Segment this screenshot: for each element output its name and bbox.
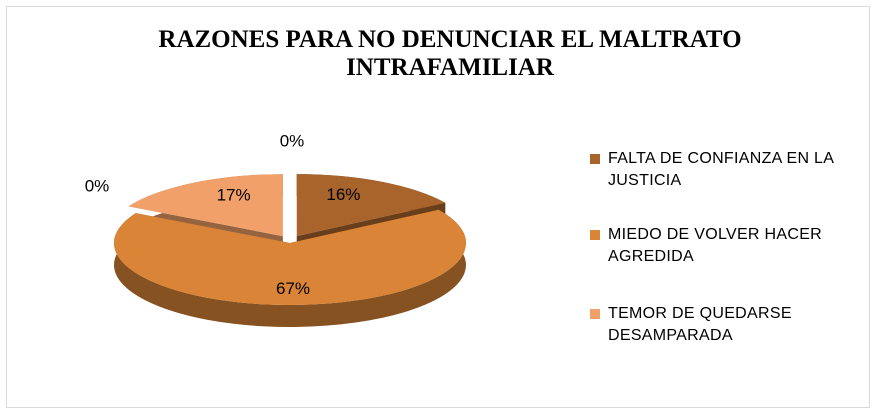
data-label: 16%	[326, 185, 360, 204]
legend-swatch	[590, 309, 600, 319]
legend-swatch	[590, 154, 600, 164]
legend-label: TEMOR DE QUEDARSE DESAMPARADA	[608, 305, 792, 344]
chart-frame	[6, 6, 870, 408]
slice-tops	[114, 174, 467, 305]
legend-label: FALTA DE CONFIANZA EN LA JUSTICIA	[608, 150, 834, 189]
legend-swatch	[590, 230, 600, 240]
chart-title: RAZONES PARA NO DENUNCIAR EL MALTRATO IN…	[158, 26, 742, 81]
data-label: 0%	[85, 176, 110, 195]
slice	[114, 209, 467, 305]
slice	[296, 174, 446, 237]
slice	[128, 174, 283, 237]
data-label: 17%	[217, 186, 251, 205]
data-label: 0%	[280, 131, 305, 150]
data-label: 67%	[276, 279, 310, 298]
legend-label: MIEDO DE VOLVER HACER AGREDIDA	[608, 226, 823, 265]
